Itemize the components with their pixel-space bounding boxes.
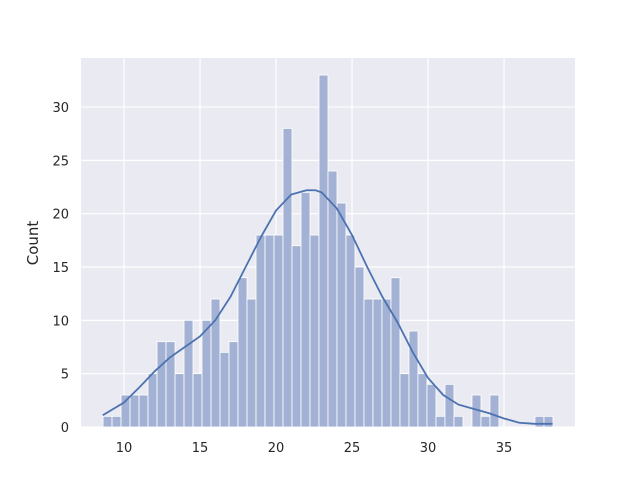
bar xyxy=(390,277,401,428)
bar xyxy=(228,341,239,428)
bar xyxy=(219,351,230,428)
bar xyxy=(381,298,392,428)
bar xyxy=(543,415,554,428)
bar xyxy=(336,202,347,428)
bar xyxy=(237,277,248,428)
bar xyxy=(345,234,356,428)
bar xyxy=(210,298,221,428)
bar xyxy=(201,319,212,428)
bar xyxy=(480,415,491,428)
bar xyxy=(444,383,455,428)
x-tick-label: 30 xyxy=(420,441,437,456)
bar xyxy=(192,373,203,428)
y-tick-label: 0 xyxy=(61,421,69,436)
bar xyxy=(453,415,464,428)
bar xyxy=(417,373,428,428)
bar xyxy=(426,383,437,428)
x-tick-label: 35 xyxy=(496,441,513,456)
bar xyxy=(264,234,275,428)
bar xyxy=(102,415,113,428)
bar xyxy=(174,373,185,428)
bar xyxy=(435,415,446,428)
y-tick-label: 5 xyxy=(61,368,69,383)
bar xyxy=(273,234,284,428)
x-tick-label: 10 xyxy=(116,441,133,456)
bar xyxy=(354,266,365,428)
bar xyxy=(291,245,302,428)
bar xyxy=(111,415,122,428)
bar xyxy=(489,394,500,428)
bar xyxy=(300,191,311,428)
x-tick-label: 25 xyxy=(344,441,361,456)
bar xyxy=(363,298,374,428)
x-tick-label: 15 xyxy=(192,441,209,456)
y-axis-label: Count xyxy=(24,221,42,266)
bar xyxy=(327,170,338,428)
bar xyxy=(309,234,320,428)
bar xyxy=(255,234,266,428)
bar xyxy=(372,298,383,428)
y-tick-label: 10 xyxy=(52,314,69,329)
bar xyxy=(183,319,194,428)
bar xyxy=(282,127,293,428)
x-tick-label: 20 xyxy=(268,441,285,456)
bar xyxy=(318,74,329,428)
y-tick-label: 15 xyxy=(52,261,69,276)
y-tick-label: 25 xyxy=(52,154,69,169)
bar xyxy=(246,298,257,428)
bar xyxy=(129,394,140,428)
bar xyxy=(534,415,545,428)
bar xyxy=(156,341,167,428)
y-tick-label: 30 xyxy=(52,101,69,116)
kde-line xyxy=(102,189,553,425)
bar xyxy=(138,394,149,428)
bar xyxy=(408,330,419,428)
bar xyxy=(399,373,410,428)
y-tick-label: 20 xyxy=(52,208,69,223)
bar xyxy=(147,373,158,428)
